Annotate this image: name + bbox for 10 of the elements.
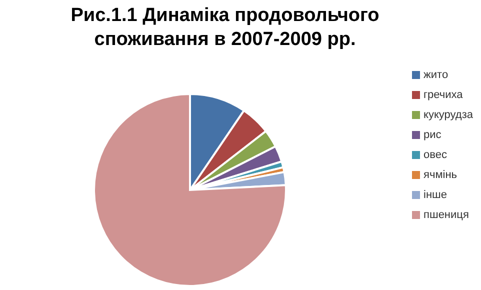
legend-label: кукурудза [424, 108, 473, 123]
legend-label: пшениця [424, 208, 469, 223]
legend-label: ячмінь [424, 168, 458, 183]
legend-label: овес [424, 148, 447, 163]
legend-label: гречиха [424, 88, 463, 103]
pie-slice [93, 93, 287, 287]
legend-label: рис [424, 128, 442, 143]
legend-label: інше [424, 188, 447, 203]
chart-title: Рис.1.1 Динаміка продовольчого споживання в 2007-2009 рр. [70, 4, 380, 52]
legend-label: жито [424, 68, 448, 83]
